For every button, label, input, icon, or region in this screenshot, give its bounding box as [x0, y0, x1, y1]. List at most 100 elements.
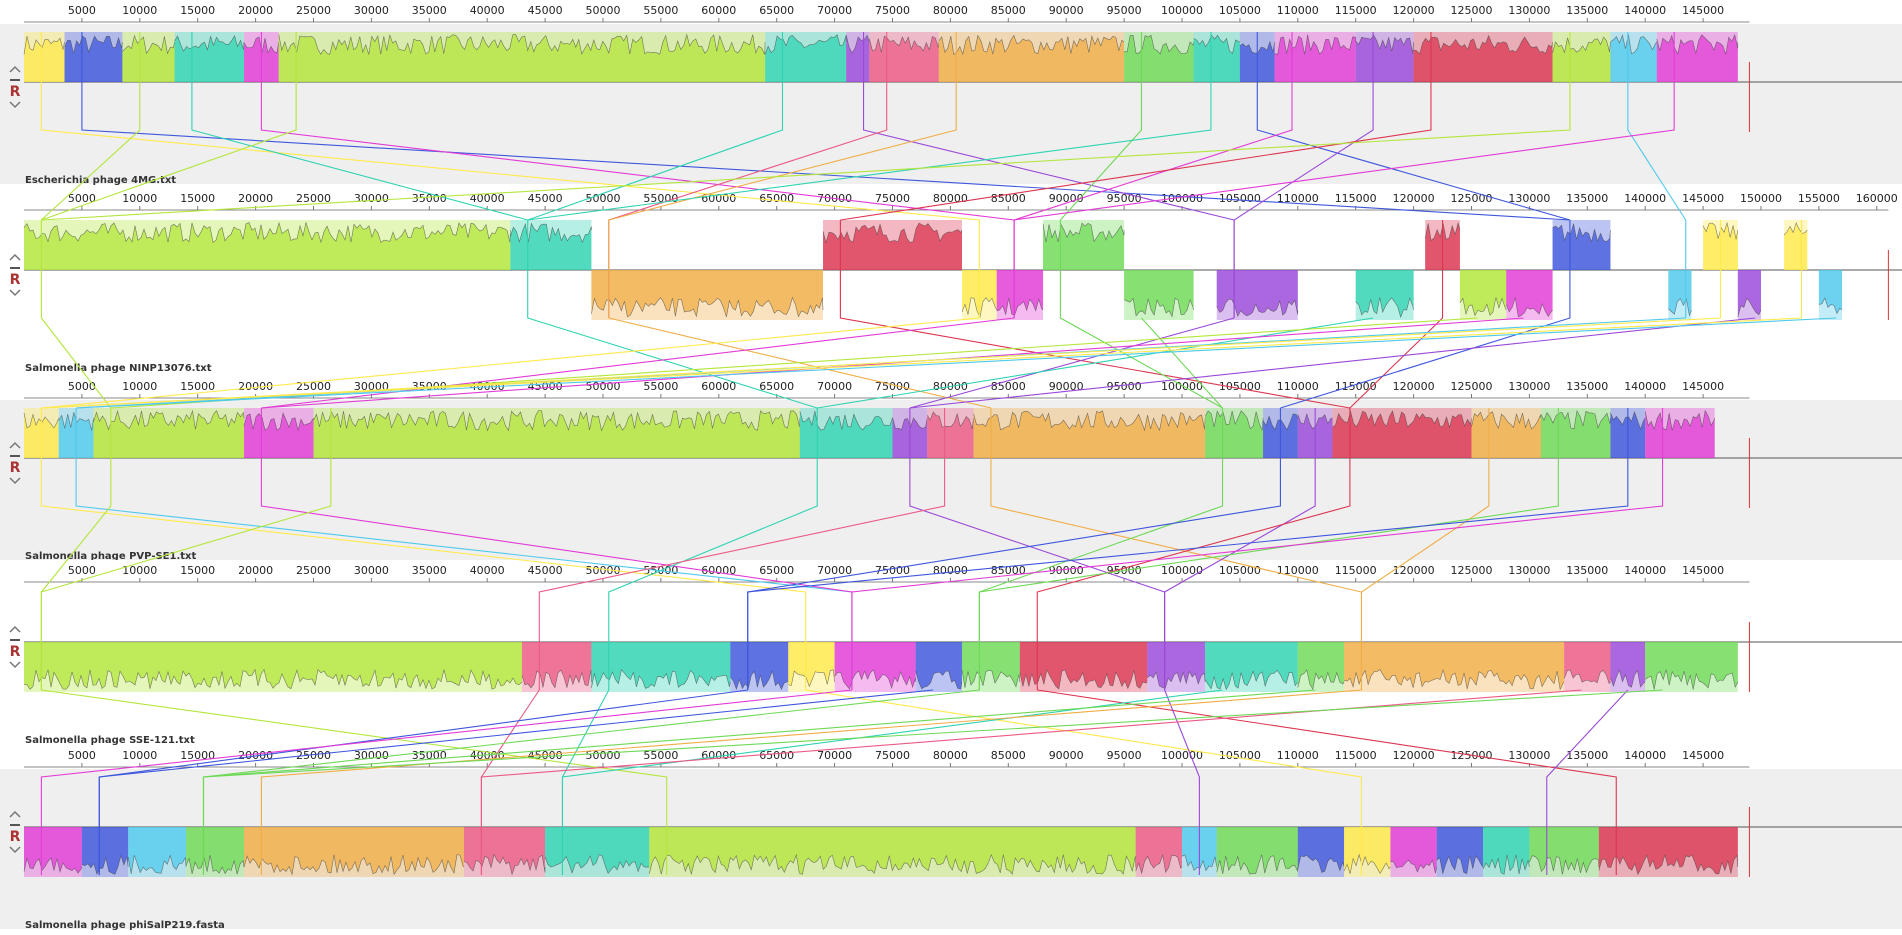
lcb-profile — [1135, 827, 1182, 874]
lcb-profile — [1506, 270, 1553, 317]
lcb-profile — [1645, 642, 1738, 690]
ruler-label: 45000 — [528, 564, 563, 577]
ruler-label: 110000 — [1277, 380, 1319, 393]
similarity-trace — [1262, 413, 1299, 431]
ruler-label: 65000 — [759, 380, 794, 393]
ruler-label: 25000 — [296, 564, 331, 577]
similarity-trace — [1702, 222, 1739, 240]
ruler-label: 105000 — [1219, 380, 1261, 393]
lcb-connector — [1360, 408, 1490, 690]
similarity-trace — [961, 669, 1021, 688]
ruler-label: 135000 — [1566, 749, 1608, 762]
lcb-connector — [817, 317, 1374, 409]
ruler-label: 120000 — [1393, 192, 1435, 205]
ruler-label: 125000 — [1451, 192, 1493, 205]
similarity-trace — [1563, 669, 1611, 685]
ruler-label: 25000 — [296, 749, 331, 762]
ruler-label: 75000 — [875, 192, 910, 205]
ruler-label: 90000 — [1049, 192, 1084, 205]
lcb-connector — [840, 32, 1432, 221]
ruler-label: 85000 — [991, 4, 1026, 17]
lcb-profile — [834, 642, 916, 690]
lcb-connector — [1164, 408, 1316, 690]
similarity-trace — [730, 669, 789, 690]
lcb-connector — [561, 689, 1223, 875]
ruler-label: 5000 — [68, 192, 96, 205]
reverse-button[interactable]: R — [10, 84, 21, 100]
lcb-profile — [1355, 35, 1414, 82]
lcb-profile — [591, 642, 731, 689]
ruler-label: 120000 — [1393, 564, 1435, 577]
ruler-label: 140000 — [1624, 564, 1666, 577]
similarity-trace — [1147, 670, 1206, 689]
lcb-connector — [1349, 220, 1444, 409]
ruler-label: 120000 — [1393, 749, 1435, 762]
ruler-label: 145000 — [1682, 192, 1724, 205]
similarity-trace — [1610, 34, 1658, 55]
reverse-button[interactable]: R — [10, 644, 21, 660]
lcb-connector — [260, 689, 1362, 875]
ruler-label: 80000 — [933, 749, 968, 762]
lcb-connector — [1059, 220, 1223, 409]
similarity-trace — [1239, 40, 1275, 54]
lcb-connector — [527, 32, 1212, 221]
ruler-label: 135000 — [1566, 380, 1608, 393]
similarity-trace — [1459, 297, 1507, 317]
ruler-label: 30000 — [354, 4, 389, 17]
ruler-label: 115000 — [1335, 564, 1377, 577]
lcb-connector — [261, 317, 1524, 409]
similarity-trace — [23, 36, 65, 55]
lcb-connector — [41, 689, 668, 875]
similarity-trace — [961, 297, 997, 319]
similarity-trace — [122, 34, 175, 55]
ruler-label: 75000 — [875, 4, 910, 17]
lcb-profile — [1459, 270, 1507, 316]
similarity-trace — [834, 669, 916, 690]
lcb-profile — [24, 827, 82, 874]
ruler-label: 15000 — [180, 192, 215, 205]
ruler-label: 115000 — [1335, 192, 1377, 205]
ruler-label: 45000 — [528, 4, 563, 17]
similarity-trace — [1610, 669, 1646, 688]
lcb-profile — [1124, 270, 1194, 317]
similarity-trace — [869, 35, 940, 53]
similarity-trace — [463, 853, 546, 876]
lcb-connector — [41, 32, 1571, 221]
arrow-up — [9, 65, 21, 73]
similarity-trace — [1598, 853, 1739, 876]
similarity-trace — [996, 298, 1044, 316]
similarity-trace — [591, 296, 824, 318]
similarity-trace — [892, 417, 928, 431]
similarity-trace — [1552, 223, 1611, 243]
similarity-trace — [23, 221, 511, 244]
reverse-button[interactable]: R — [10, 460, 21, 476]
ruler-label: 10000 — [122, 4, 157, 17]
ruler-label: 55000 — [643, 749, 678, 762]
ruler-label: 105000 — [1219, 192, 1261, 205]
lcb-profile — [823, 223, 962, 270]
lcb-connector — [40, 220, 112, 409]
ruler-label: 130000 — [1508, 4, 1550, 17]
ruler-label: 70000 — [817, 4, 852, 17]
similarity-trace — [81, 854, 129, 875]
ruler-label: 15000 — [180, 564, 215, 577]
similarity-trace — [64, 35, 123, 54]
ruler-label: 140000 — [1624, 380, 1666, 393]
ruler-label: 65000 — [759, 4, 794, 17]
reverse-button[interactable]: R — [10, 829, 21, 845]
ruler-label: 40000 — [470, 564, 505, 577]
lcb-connector — [40, 32, 141, 221]
lcb-profile — [1216, 270, 1298, 317]
similarity-trace — [1204, 669, 1299, 691]
ruler-label: 30000 — [354, 192, 389, 205]
lcb-profile — [1413, 35, 1553, 82]
ruler-label: 140000 — [1624, 192, 1666, 205]
lcb-connector — [527, 220, 818, 409]
lcb-connector — [191, 32, 528, 221]
ruler-label: 125000 — [1451, 380, 1493, 393]
lcb-profile — [1390, 827, 1437, 874]
reverse-button[interactable]: R — [10, 272, 21, 288]
similarity-trace — [1216, 854, 1299, 875]
ruler-label: 105000 — [1219, 564, 1261, 577]
lcb-profile — [973, 410, 1206, 458]
